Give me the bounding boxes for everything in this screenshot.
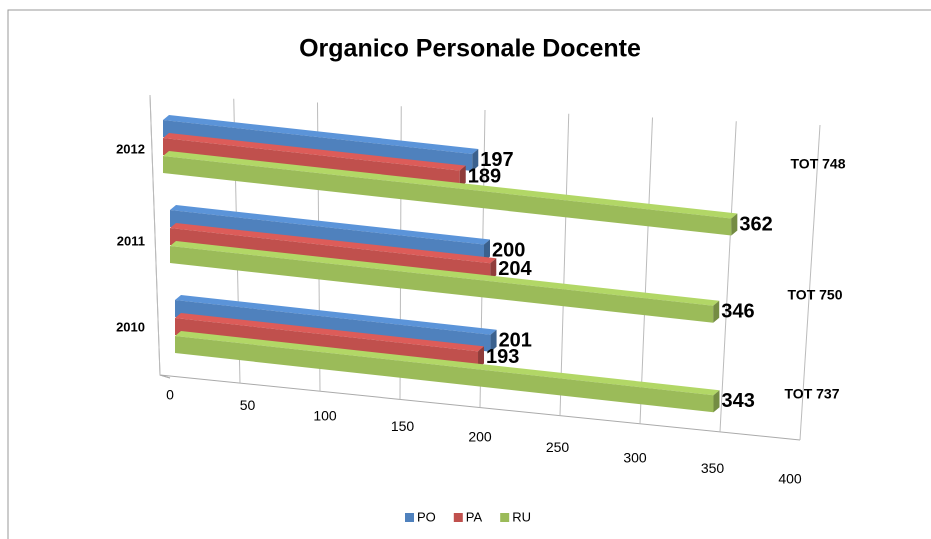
bar-side	[459, 165, 466, 188]
legend-label: PO	[417, 509, 436, 524]
bar-side	[478, 346, 485, 369]
legend-label: RU	[512, 509, 531, 524]
data-label: 189	[468, 165, 501, 187]
grid-line	[719, 121, 737, 432]
x-tick-label: 300	[623, 450, 647, 466]
data-label: 204	[498, 258, 532, 280]
bar-top	[163, 151, 738, 219]
x-tick-label: 150	[391, 418, 415, 434]
x-tick-label: 100	[313, 408, 337, 424]
data-label: 346	[721, 301, 754, 323]
bar-side	[490, 258, 497, 281]
legend-swatch	[405, 513, 414, 522]
y-tick-label: 2010	[116, 319, 145, 334]
x-tick-label: 50	[240, 397, 256, 413]
bar-side	[731, 213, 738, 236]
annotation: TOT 737	[785, 386, 840, 402]
x-tick-label: 250	[546, 439, 570, 455]
y-tick-label: 2011	[117, 233, 145, 248]
legend-label: PA	[466, 509, 483, 524]
bar-top	[175, 295, 497, 335]
bar	[170, 246, 714, 323]
grid-line	[149, 94, 161, 376]
data-label: 193	[486, 346, 519, 368]
legend-swatch	[500, 513, 510, 522]
bar-top	[170, 205, 490, 245]
bar-top	[163, 133, 466, 171]
bar-top	[170, 223, 497, 264]
bar-top	[175, 313, 485, 352]
x-tick-label: 200	[468, 429, 492, 445]
bar	[175, 336, 714, 413]
chart-title: Organico Personale Docente	[299, 35, 641, 63]
data-label: 200	[492, 239, 525, 261]
y-tick-label: 2012	[116, 141, 145, 156]
grid-line	[559, 113, 570, 416]
bar-top	[175, 331, 720, 396]
data-label: 343	[722, 390, 755, 412]
x-tick-label: 0	[166, 387, 174, 403]
x-tick-label: 400	[778, 471, 802, 487]
data-label: 201	[499, 329, 532, 351]
bar-side	[472, 149, 479, 172]
bar-top	[170, 241, 720, 306]
legend-swatch	[453, 513, 463, 522]
x-tick-label: 350	[701, 460, 725, 476]
bar-side	[490, 329, 497, 352]
annotation: TOT 748	[791, 156, 846, 172]
bar-top	[163, 115, 479, 155]
data-label: 197	[480, 149, 513, 171]
bar-side	[713, 390, 720, 413]
bar-side	[484, 239, 490, 262]
data-label: 362	[739, 213, 772, 235]
grid-line	[639, 117, 653, 424]
grid-line	[799, 124, 821, 441]
annotation: TOT 750	[788, 287, 843, 303]
bar-side	[713, 300, 720, 323]
bar	[163, 156, 732, 236]
axis-floor-front	[159, 374, 171, 379]
